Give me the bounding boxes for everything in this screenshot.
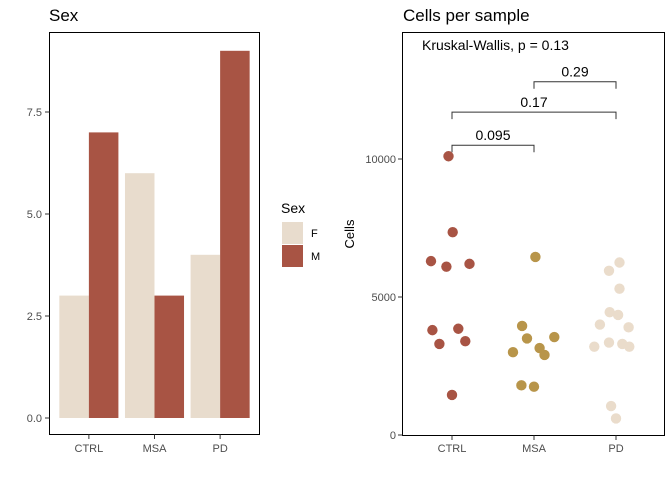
point-ctrl (425, 255, 437, 267)
point-pd (623, 322, 634, 333)
point-msa (516, 380, 527, 391)
cells-plot-frame (402, 32, 665, 436)
sex-y-tick-label: 2.5 (27, 311, 42, 323)
point-pd (612, 309, 624, 321)
bar-msa-m (154, 295, 185, 418)
bar-msa-f (124, 173, 155, 418)
sex-legend: Sex FM (281, 200, 320, 267)
bar-pd-m (220, 50, 250, 419)
comparison-brackets: 0.095 0.17 0.29 (451, 64, 617, 153)
comparison-bracket (533, 81, 617, 89)
cells-y-axis-label: Cells (342, 219, 357, 248)
point-msa (521, 333, 533, 344)
point-ctrl (460, 335, 471, 347)
sex-bars (59, 50, 250, 419)
comparison-p-value: 0.29 (561, 64, 588, 80)
comparison-bracket (451, 144, 535, 153)
cells-y-tick-label: 0 (390, 430, 396, 442)
kruskal-wallis-annotation: Kruskal-Wallis, p = 0.13 (422, 37, 569, 53)
sex-x-tick-label: MSA (143, 443, 168, 455)
legend-key-m (282, 245, 303, 267)
point-pd (603, 265, 615, 276)
cells-x-tick-label: MSA (522, 443, 547, 455)
point-pd (604, 306, 615, 318)
sex-panel-title: Sex (49, 6, 79, 25)
point-pd (624, 341, 635, 352)
legend-key-f (282, 222, 303, 244)
point-msa (549, 331, 560, 343)
point-msa (528, 381, 540, 392)
bar-ctrl-m (88, 132, 119, 418)
point-ctrl (464, 258, 475, 270)
cells-y-axis: 0 5000 10000 (365, 154, 403, 442)
point-msa (530, 251, 541, 263)
sex-x-tick-label: CTRL (75, 443, 104, 455)
cells-points (425, 151, 635, 424)
point-pd (614, 283, 625, 294)
legend-label-f: F (311, 228, 318, 240)
point-ctrl (441, 261, 452, 272)
point-ctrl (446, 389, 458, 401)
point-msa (507, 347, 519, 358)
point-msa (516, 320, 528, 332)
sex-x-tick-label: PD (212, 443, 227, 455)
sex-y-tick-label: 0.0 (27, 413, 42, 425)
cells-x-axis: CTRL MSA PD (438, 435, 624, 455)
point-ctrl (427, 324, 438, 336)
bar-pd-f (190, 254, 221, 418)
point-pd (614, 257, 625, 268)
point-pd (589, 341, 600, 352)
point-ctrl (453, 323, 464, 334)
point-pd (605, 400, 617, 412)
point-pd (594, 319, 606, 330)
sex-y-tick-label: 5.0 (27, 209, 42, 221)
point-ctrl (443, 151, 454, 162)
comparison-p-value: 0.17 (520, 94, 547, 110)
point-pd (610, 413, 622, 424)
comparison-bracket (451, 111, 617, 120)
comparison-p-value: 0.095 (475, 127, 510, 143)
sex-panel: Sex 0.0 2.5 5.0 7.5 CTRL MSA PD (27, 6, 260, 455)
point-pd (603, 337, 615, 348)
bar-ctrl-f (59, 295, 89, 418)
sex-y-tick-label: 7.5 (27, 107, 42, 119)
legend-label-m: M (311, 251, 320, 263)
cells-x-tick-label: CTRL (438, 443, 467, 455)
cells-panel: Cells per sample Cells 0 5000 10000 CTRL MS… (342, 6, 665, 455)
cells-x-tick-label: PD (608, 443, 623, 455)
legend-title: Sex (281, 200, 305, 216)
cells-y-tick-label: 10000 (365, 154, 396, 166)
sex-x-axis: CTRL MSA PD (75, 434, 228, 455)
point-msa (539, 349, 550, 361)
point-ctrl (447, 226, 458, 238)
cells-y-tick-label: 5000 (372, 292, 396, 304)
cells-panel-title: Cells per sample (403, 6, 530, 25)
point-ctrl (434, 338, 445, 350)
sex-y-axis: 0.0 2.5 5.0 7.5 (27, 107, 50, 425)
